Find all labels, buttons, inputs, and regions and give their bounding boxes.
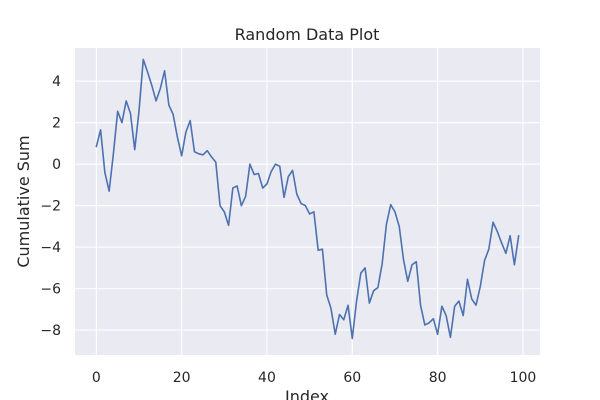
x-grid bbox=[95, 48, 524, 355]
y-tick-label: −8 bbox=[40, 323, 61, 339]
y-axis-label: Cumulative Sum bbox=[14, 135, 33, 267]
y-tick-label: 4 bbox=[52, 74, 61, 90]
y-tick-label: −4 bbox=[40, 240, 61, 256]
y-grid bbox=[75, 80, 540, 331]
x-axis-label: Index bbox=[285, 387, 329, 400]
series-line bbox=[95, 58, 520, 340]
x-tick-label: 20 bbox=[173, 370, 191, 386]
y-tick-labels: −8 −6 −4 −2 0 2 4 bbox=[40, 74, 61, 339]
series-layer bbox=[95, 58, 520, 340]
x-tick-label: 0 bbox=[92, 370, 101, 386]
x-tick-label: 40 bbox=[258, 370, 276, 386]
y-tick-label: −2 bbox=[40, 199, 61, 215]
chart-title: Random Data Plot bbox=[235, 25, 380, 44]
y-tick-label: 2 bbox=[52, 116, 61, 132]
plot-area bbox=[75, 48, 540, 355]
x-tick-labels: 0 20 40 60 80 100 bbox=[92, 370, 536, 386]
y-tick-label: −6 bbox=[40, 282, 61, 298]
x-tick-label: 80 bbox=[429, 370, 447, 386]
x-tick-label: 60 bbox=[343, 370, 361, 386]
x-tick-label: 100 bbox=[510, 370, 537, 386]
y-tick-label: 0 bbox=[52, 157, 61, 173]
